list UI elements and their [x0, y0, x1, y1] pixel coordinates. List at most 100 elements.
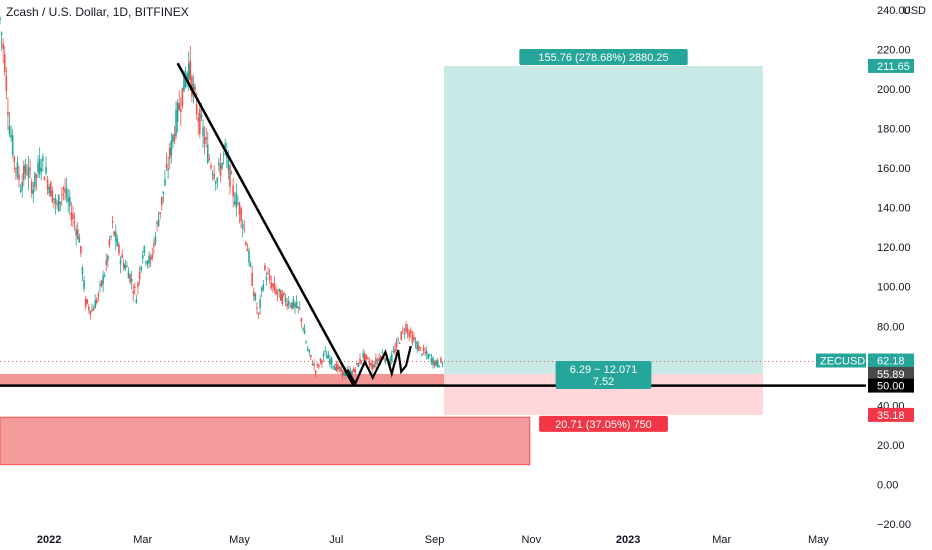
candle-body: [375, 358, 377, 365]
candle-body: [221, 162, 223, 169]
candle-body: [35, 174, 38, 179]
candle-body: [211, 173, 214, 175]
candle-body: [22, 165, 25, 180]
candle-body: [186, 72, 188, 80]
candle-body: [373, 364, 376, 367]
candle-body: [245, 241, 247, 245]
candle-body: [235, 192, 238, 208]
candle-body: [413, 337, 415, 341]
candle-body: [113, 231, 115, 236]
candle-body: [237, 202, 239, 205]
zigzag-drawing[interactable]: [346, 345, 412, 387]
candle-body: [126, 265, 128, 267]
candle-body: [75, 229, 77, 236]
candle-body: [49, 182, 52, 197]
drawings-layer[interactable]: 155.76 (278.68%) 2880.25 20.71 (37.05%) 7…: [0, 48, 866, 432]
candle-body: [251, 272, 253, 286]
candle-body: [34, 172, 36, 188]
candle-body: [259, 299, 261, 308]
candle-body: [19, 189, 22, 192]
trend-line[interactable]: [176, 62, 355, 387]
candle-body: [283, 292, 285, 296]
candle-body: [162, 191, 165, 194]
candle-body: [302, 327, 304, 330]
candle-body: [371, 363, 374, 370]
candle-body: [13, 157, 16, 163]
candle-body: [421, 353, 423, 355]
candle-body: [32, 190, 35, 194]
candle-body: [92, 308, 95, 311]
candle-body: [435, 360, 437, 366]
time-tick-label: 2022: [37, 534, 61, 546]
currency-unit: USD: [902, 5, 926, 17]
candle-body: [72, 213, 74, 219]
candle-body: [314, 370, 317, 374]
price-axis[interactable]: 240.00 220.00 200.00 180.00 160.00 140.00 120.…: [877, 5, 911, 531]
candle-body: [143, 246, 146, 254]
candle-body: [64, 189, 66, 193]
candle-body: [324, 350, 326, 352]
candle-body: [337, 364, 339, 370]
candle-body: [153, 243, 155, 247]
candle-body: [219, 164, 222, 176]
candle-body: [102, 275, 104, 285]
candle-body: [146, 261, 149, 265]
target-label-text: 155.76 (278.68%) 2880.25: [538, 52, 668, 64]
candle-body: [42, 156, 44, 162]
candle-body: [127, 271, 130, 279]
time-axis[interactable]: 2022 Mar May Jul Sep Nov 2023 Mar May: [37, 534, 829, 546]
candle-body: [281, 293, 284, 304]
candle-body: [151, 254, 154, 259]
candle-body: [289, 305, 292, 307]
candle-body: [363, 353, 366, 362]
candle-body: [397, 339, 399, 341]
candle-body: [37, 162, 39, 173]
stop-price-badge: 35.18: [868, 407, 914, 422]
candle-body: [165, 164, 168, 169]
candle-body: [30, 181, 33, 194]
candle-body: [300, 318, 303, 322]
candle-body: [86, 299, 89, 304]
candle-body: [164, 179, 166, 186]
candle-body: [238, 202, 241, 215]
candle-body: [84, 298, 87, 307]
candle-body: [278, 288, 280, 292]
candle-body: [195, 104, 198, 115]
candle-body: [394, 348, 396, 353]
stop-price-badge-text: 35.18: [877, 410, 905, 422]
candle-body: [218, 162, 220, 166]
candle-body: [18, 175, 20, 180]
support-price-badge-bg: [868, 378, 914, 393]
candle-body: [178, 103, 181, 110]
candle-body: [119, 259, 122, 265]
candle-body: [197, 117, 200, 122]
candle-body: [175, 110, 177, 136]
candle-body: [419, 347, 422, 349]
entry-price-badge: 55.89: [868, 366, 914, 381]
candle-body: [170, 140, 173, 156]
candle-body: [56, 203, 58, 205]
candle-body: [232, 185, 234, 197]
candle-body: [216, 177, 219, 182]
candle-body: [168, 147, 171, 159]
candle-body: [287, 300, 290, 305]
candle-body: [295, 301, 298, 309]
candle-body: [76, 229, 79, 239]
candle-body: [95, 299, 98, 303]
candle-body: [338, 366, 341, 370]
candle-body: [367, 357, 369, 359]
candle-body: [294, 303, 296, 307]
symbol-title[interactable]: Zcash / U.S. Dollar, 1D, BITFINEX: [6, 5, 189, 19]
candle-body: [389, 358, 391, 365]
price-tick-label: 80.00: [877, 321, 905, 333]
candle-body: [3, 54, 6, 73]
price-tick-label: 0.00: [877, 479, 898, 491]
candle-body: [390, 353, 393, 361]
candle-body: [429, 354, 431, 356]
candle-body: [202, 127, 204, 137]
candle-body: [292, 299, 295, 309]
candle-body: [189, 60, 192, 80]
